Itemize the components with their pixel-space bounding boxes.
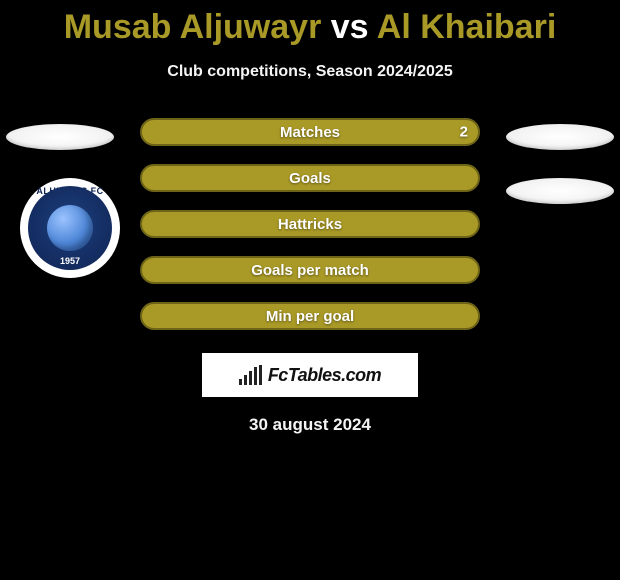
stat-label: Matches (280, 124, 340, 141)
stat-pill-goals: Goals (140, 164, 480, 192)
stat-row: Goals per match (0, 247, 620, 293)
title-vs: vs (331, 8, 369, 46)
stat-pill-hattricks: Hattricks (140, 210, 480, 238)
comparison-table: Matches 2 Goals Hattricks Goals per matc… (0, 109, 620, 339)
stat-pill-matches: Matches 2 (140, 118, 480, 146)
stat-row: Min per goal (0, 293, 620, 339)
stat-row: Matches 2 (0, 109, 620, 155)
brand-badge: FcTables.com (202, 353, 418, 397)
stat-pill-mpg: Min per goal (140, 302, 480, 330)
brand-text: FcTables.com (268, 365, 381, 386)
title-player1: Musab Aljuwayr (64, 8, 322, 46)
title-player2: Al Khaibari (377, 8, 556, 46)
crest-year: 1957 (20, 256, 120, 266)
page-title: Musab Aljuwayr vs Al Khaibari (0, 0, 620, 47)
stat-pill-gpm: Goals per match (140, 256, 480, 284)
stat-label: Hattricks (278, 216, 342, 233)
stat-label: Goals (289, 170, 331, 187)
stat-label: Goals per match (251, 262, 369, 279)
date-label: 30 august 2024 (0, 415, 620, 435)
stat-row: Goals (0, 155, 620, 201)
stat-right-value: 2 (460, 124, 468, 141)
brand-bars-icon (239, 365, 262, 385)
subtitle: Club competitions, Season 2024/2025 (0, 63, 620, 81)
stat-label: Min per goal (266, 308, 354, 325)
stat-row: Hattricks (0, 201, 620, 247)
